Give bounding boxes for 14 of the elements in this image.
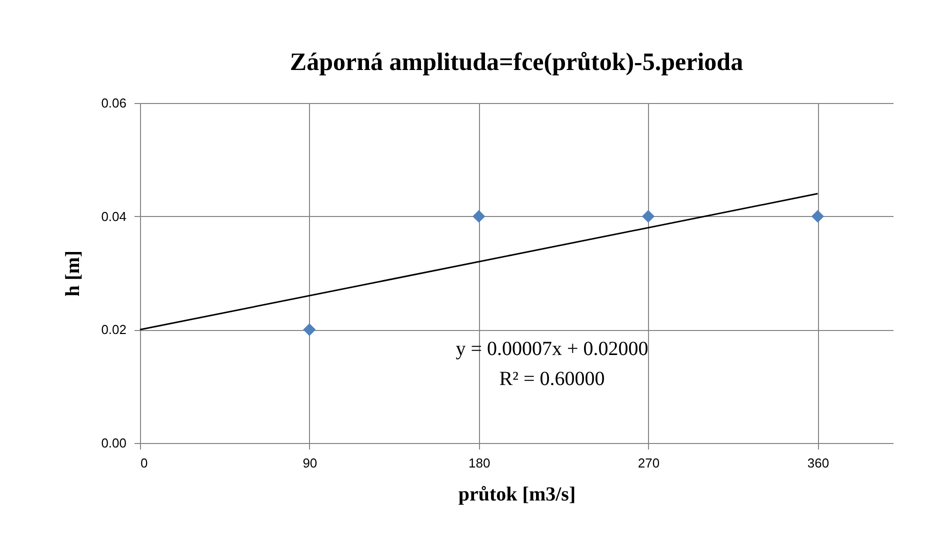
y-tick-label: 0.00 bbox=[101, 436, 126, 450]
x-axis-title: průtok [m3/s] bbox=[458, 484, 576, 506]
x-tick-label: 0 bbox=[140, 456, 148, 470]
y-tick-label: 0.04 bbox=[101, 208, 126, 224]
x-tick-label: 180 bbox=[468, 456, 490, 470]
x-tick-label: 360 bbox=[807, 456, 830, 470]
y-axis-title: h [m] bbox=[62, 250, 84, 297]
y-tick-label: 0.02 bbox=[101, 322, 126, 338]
chart-title: Záporná amplituda=fce(průtok)-5.perioda bbox=[290, 49, 744, 76]
y-tick-label: 0.06 bbox=[101, 96, 126, 110]
x-tick-label: 270 bbox=[638, 456, 660, 470]
x-tick-label: 90 bbox=[302, 456, 318, 470]
annotation: R² = 0.60000 bbox=[499, 368, 605, 390]
annotation: y = 0.00007x + 0.02000 bbox=[456, 338, 648, 360]
